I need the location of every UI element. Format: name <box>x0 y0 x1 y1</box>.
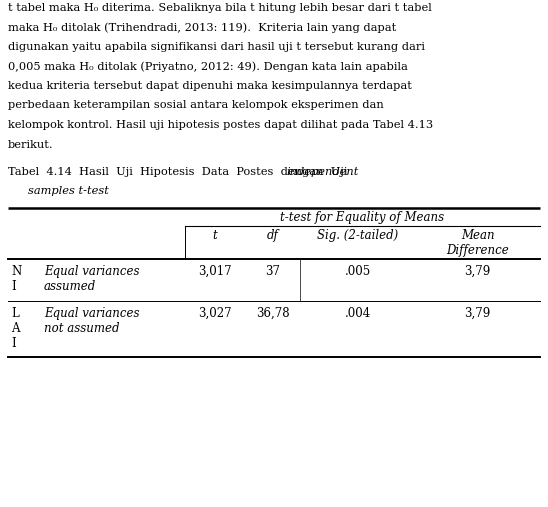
Text: digunakan yaitu apabila signifikansi dari hasil uji t tersebut kurang dari: digunakan yaitu apabila signifikansi dar… <box>8 42 425 52</box>
Text: samples t-test: samples t-test <box>28 187 109 197</box>
Text: t tabel maka H₀ diterima. Sebaliknya bila t hitung lebih besar dari t tabel: t tabel maka H₀ diterima. Sebaliknya bil… <box>8 3 432 13</box>
Text: 3,027: 3,027 <box>198 307 232 320</box>
Text: Equal variances
not assumed: Equal variances not assumed <box>44 307 140 335</box>
Text: 3,79: 3,79 <box>464 307 490 320</box>
Text: N
I: N I <box>11 265 21 293</box>
Text: .004: .004 <box>344 307 370 320</box>
Text: 3,79: 3,79 <box>464 265 490 278</box>
Text: independent: independent <box>287 167 359 177</box>
Text: Equal variances
assumed: Equal variances assumed <box>44 265 140 293</box>
Text: maka H₀ ditolak (Trihendradi, 2013: 119).  Kriteria lain yang dapat: maka H₀ ditolak (Trihendradi, 2013: 119)… <box>8 22 396 33</box>
Text: perbedaan keterampilan sosial antara kelompok eksperimen dan: perbedaan keterampilan sosial antara kel… <box>8 100 384 111</box>
Text: t-test for Equality of Means: t-test for Equality of Means <box>281 211 444 224</box>
Text: Sig. (2-tailed): Sig. (2-tailed) <box>317 229 398 242</box>
Text: df: df <box>266 229 278 242</box>
Text: berikut.: berikut. <box>8 139 54 150</box>
Text: 0,005 maka H₀ ditolak (Priyatno, 2012: 49). Dengan kata lain apabila: 0,005 maka H₀ ditolak (Priyatno, 2012: 4… <box>8 61 408 72</box>
Text: t: t <box>213 229 218 242</box>
Text: Mean
Difference: Mean Difference <box>446 229 509 257</box>
Text: L
A
I: L A I <box>11 307 20 350</box>
Text: .005: .005 <box>344 265 370 278</box>
Text: kedua kriteria tersebut dapat dipenuhi maka kesimpulannya terdapat: kedua kriteria tersebut dapat dipenuhi m… <box>8 81 412 91</box>
Text: 37: 37 <box>265 265 280 278</box>
Text: 36,78: 36,78 <box>256 307 289 320</box>
Text: 3,017: 3,017 <box>198 265 232 278</box>
Text: kelompok kontrol. Hasil uji hipotesis postes dapat dilihat pada Tabel 4.13: kelompok kontrol. Hasil uji hipotesis po… <box>8 120 433 130</box>
Text: Tabel  4.14  Hasil  Uji  Hipotesis  Data  Postes  dengan  Uji: Tabel 4.14 Hasil Uji Hipotesis Data Post… <box>8 167 355 177</box>
